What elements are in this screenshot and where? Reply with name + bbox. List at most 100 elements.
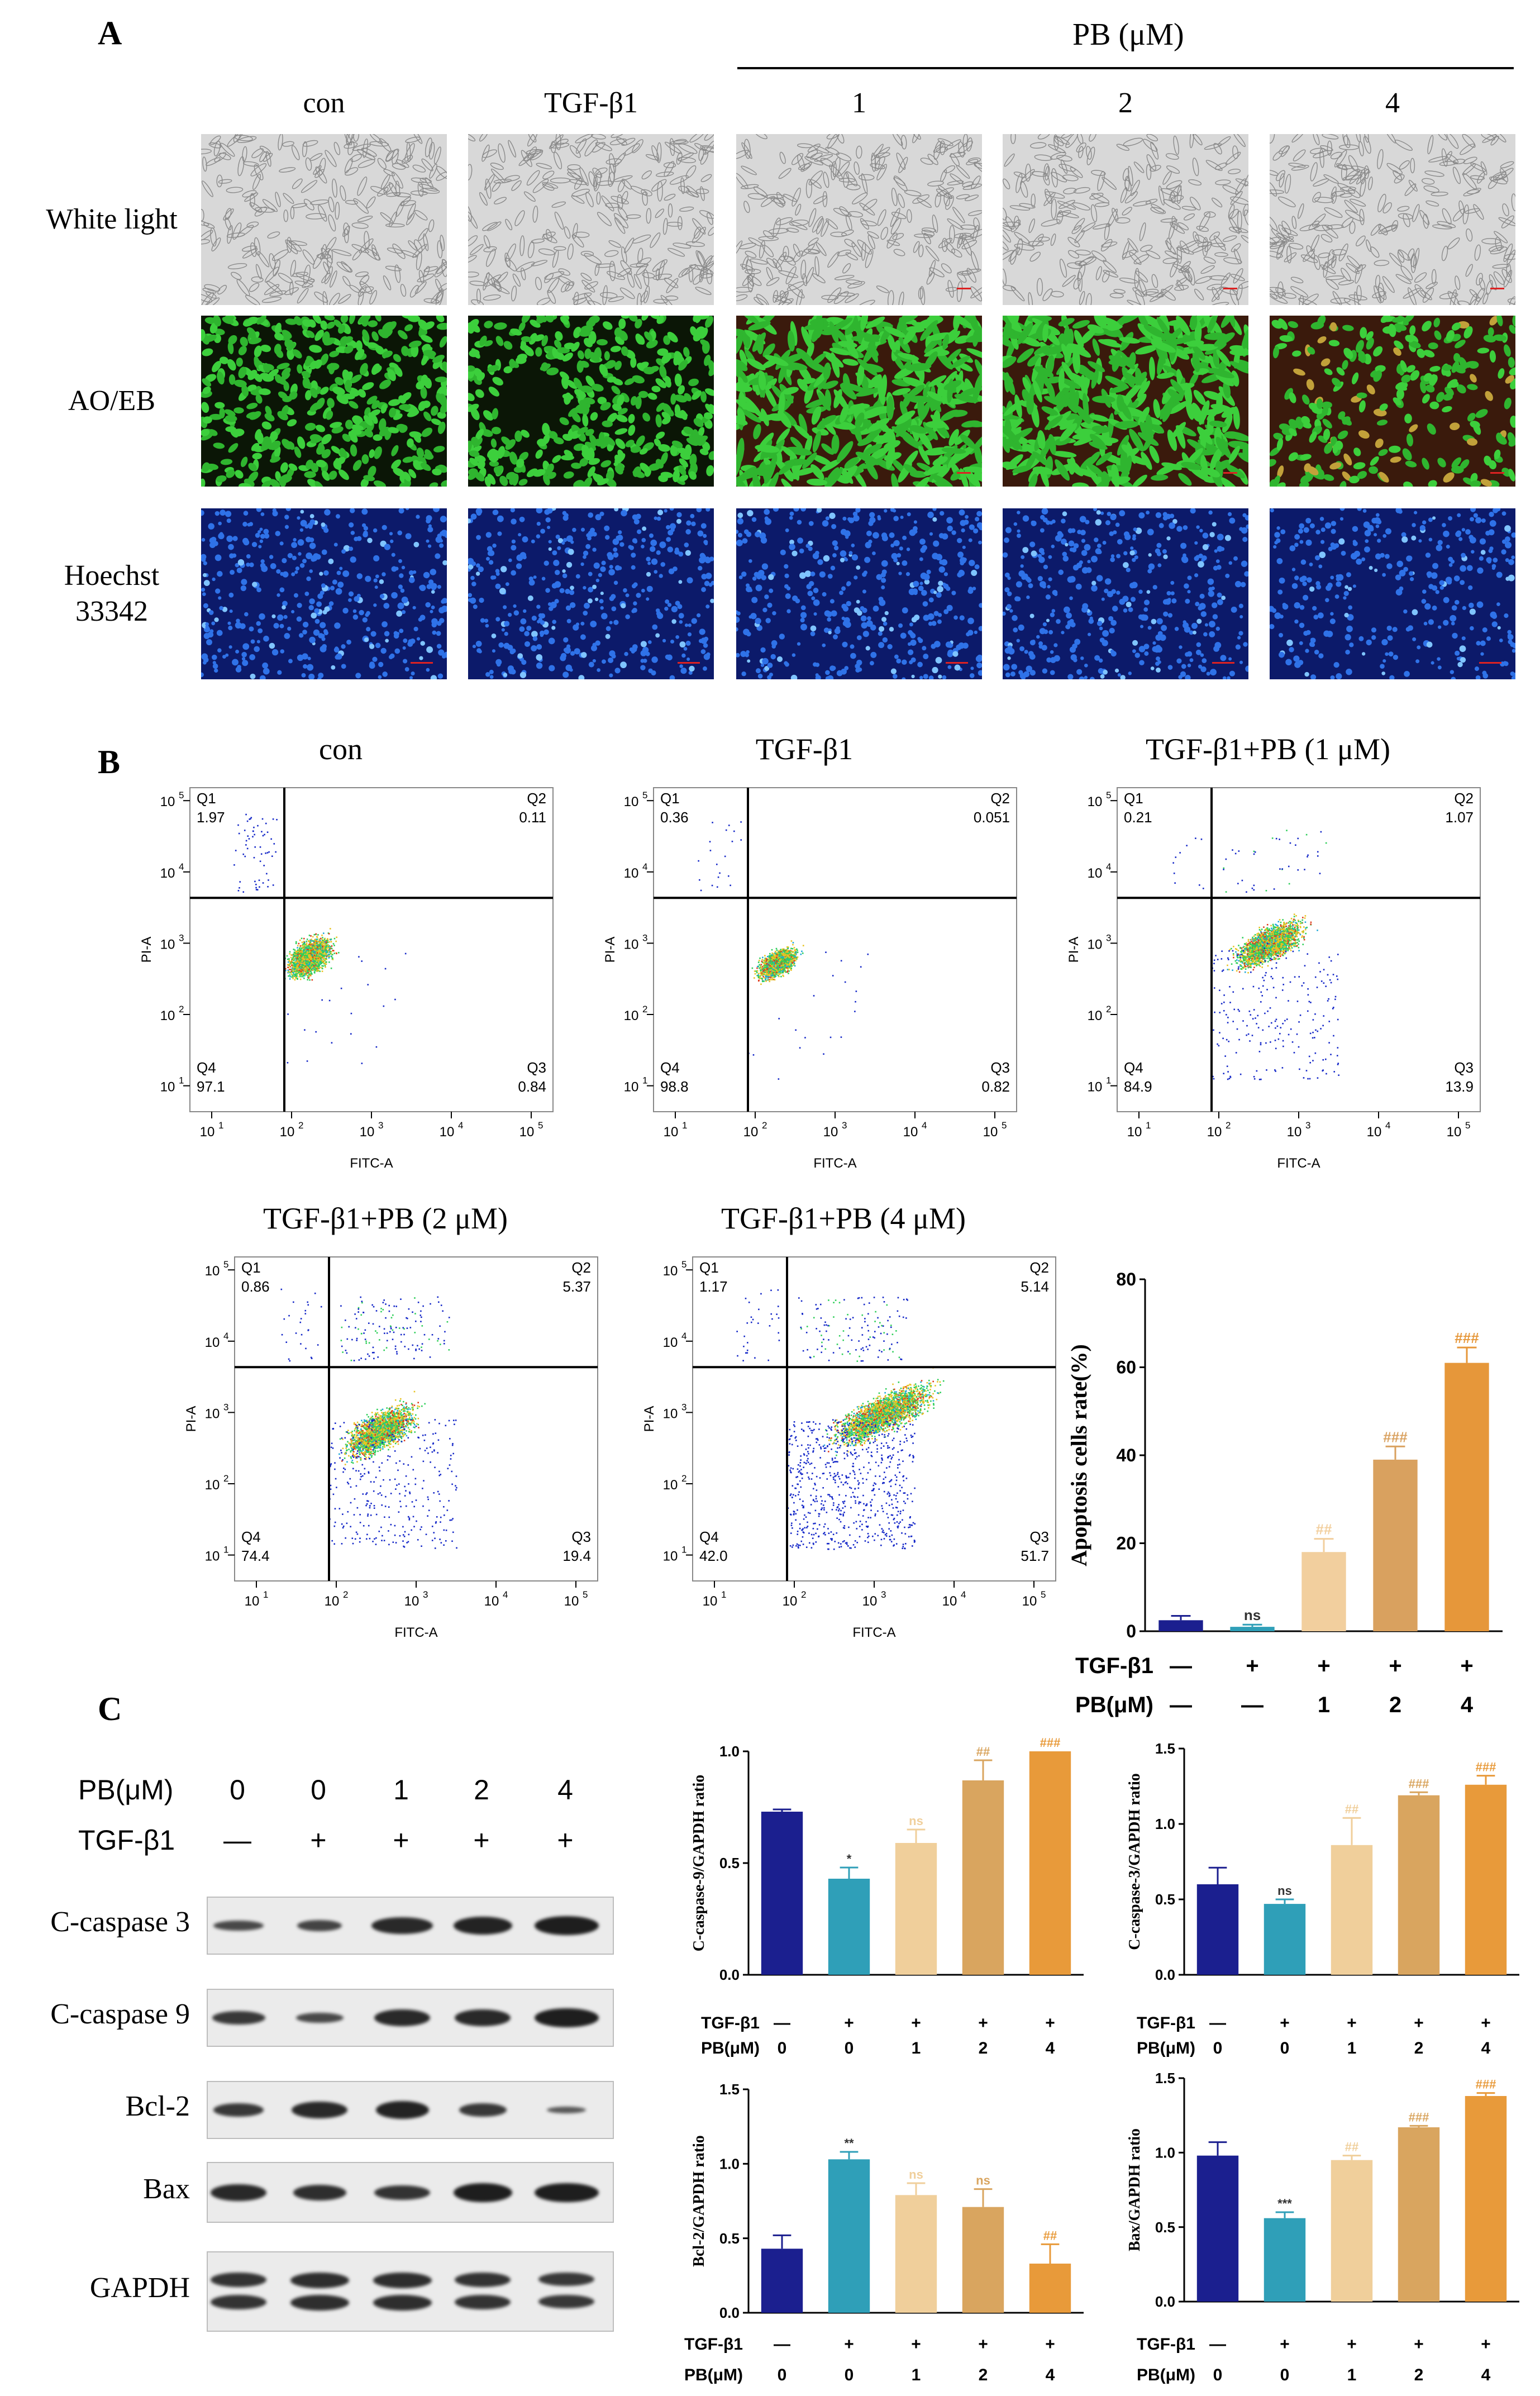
bar	[828, 2159, 870, 2313]
wb-tgf-label: TGF-β1	[78, 1825, 175, 1856]
casp9-cond-tgf-val: +	[844, 2014, 854, 2032]
y-tick-label: 1.5	[1155, 1740, 1175, 1757]
wb-row-label: GAPDH	[89, 2272, 190, 2304]
micro-hoechst-4	[1270, 508, 1515, 679]
wb-strip-4	[207, 2251, 614, 2332]
wb-pb-value: 2	[474, 1774, 489, 1806]
bcl2-cond-pb-val: 0	[777, 2366, 787, 2384]
panel-c-letter: C	[98, 1690, 122, 1727]
significance-annotation: ###	[1409, 2110, 1429, 2124]
flow-plot-title: TGF-β1+PB (2 μM)	[263, 1202, 508, 1235]
wb-pb-value: 4	[557, 1774, 573, 1806]
y-tick-label: 0.0	[1155, 2293, 1175, 2310]
y-tick-label: 0.0	[1155, 1966, 1175, 1983]
bcl2-cond-tgf-val: —	[774, 2335, 790, 2354]
wb-strip-2	[207, 2081, 614, 2139]
wb-tgf-value: +	[557, 1825, 574, 1856]
flow-plot-area	[1172, 830, 1339, 1080]
flow-plot-title: con	[319, 732, 363, 766]
apoptosis-cond-pb-val: —	[1170, 1693, 1192, 1717]
significance-annotation: ns	[1244, 1607, 1261, 1623]
bar	[1029, 1751, 1071, 1975]
micro-hoechst-0	[201, 508, 447, 679]
apoptosis-cond-pb-label: PB(μM)	[1075, 1693, 1153, 1717]
wb-band	[375, 2101, 429, 2119]
flow-plot-area	[280, 1288, 457, 1549]
wb-row-label: C-caspase 3	[50, 1906, 190, 1938]
y-tick-label: 0.0	[719, 1966, 740, 1983]
y-axis-label: Bax/GAPDH ratio	[1126, 2128, 1143, 2251]
micro-hoechst-3	[1003, 508, 1248, 679]
y-tick-label: 40	[1116, 1445, 1136, 1465]
bax-cond-tgf-val: +	[1414, 2335, 1424, 2354]
bcl2-cond-pb-val: 1	[911, 2366, 921, 2384]
bar	[1398, 2127, 1440, 2302]
bar	[1264, 1904, 1306, 1975]
wb-strip-0	[207, 1897, 614, 1955]
wb-band	[211, 2184, 266, 2201]
bcl2-cond-tgf-val: +	[1045, 2335, 1055, 2354]
bar	[962, 1780, 1004, 1975]
significance-annotation: *	[847, 1852, 852, 1866]
wb-band	[534, 2008, 599, 2027]
flow-plot-area	[736, 1289, 945, 1550]
flow-plot-area	[233, 813, 407, 1064]
micro-hoechst-2	[736, 508, 982, 679]
wb-band	[212, 2011, 265, 2025]
bax-cond-pb-val: 2	[1414, 2366, 1424, 2384]
bar	[761, 1812, 803, 1975]
flow-plot-area	[698, 821, 869, 1080]
wb-band	[547, 2107, 586, 2113]
significance-annotation: **	[844, 2136, 854, 2150]
bar	[1398, 1795, 1440, 1975]
bax-cond-tgf-val: +	[1347, 2335, 1357, 2354]
bax-cond-pb-val: 4	[1481, 2366, 1491, 2384]
row-label-line: Hoechst	[64, 560, 160, 592]
significance-annotation: ***	[1277, 2197, 1292, 2211]
panel-b-letter: B	[98, 744, 121, 780]
wb-band	[290, 2273, 349, 2288]
apoptosis-cond-tgf-label: TGF-β1	[1075, 1654, 1153, 1678]
wb-band	[534, 1916, 599, 1935]
bar	[1373, 1459, 1418, 1631]
wb-band	[213, 1921, 264, 1931]
casp9-cond-pb-val: 0	[777, 2039, 787, 2057]
casp9-cond-pb-val: 2	[978, 2039, 988, 2057]
casp3-cond-pb-val: 1	[1347, 2039, 1357, 2057]
apoptosis-cond-pb-val: 2	[1389, 1693, 1402, 1717]
significance-annotation: ##	[1345, 2140, 1358, 2154]
bar	[1230, 1627, 1275, 1631]
flow-plot-2: TGF-β1+PB (1 μM) Q1 0.21 Q2 1.07 Q4 84.9 Q3 13.9…	[1039, 732, 1497, 1223]
bax-cond-tgf-val: +	[1280, 2335, 1290, 2354]
casp3-cond-tgf-val: +	[1481, 2014, 1491, 2032]
casp9-cond-tgf-val: +	[911, 2014, 921, 2032]
bcl2-bar-chart: 0.0 0.5 1.0 1.5 Bcl-2/GAPDH ratio ** ns ns ##	[690, 2081, 1084, 2321]
casp3-cond-pb-val: 4	[1481, 2039, 1491, 2057]
row-label-line: AO/EB	[68, 385, 155, 417]
wb-band	[297, 1920, 342, 1931]
casp3-cond-tgf-val: +	[1280, 2014, 1290, 2032]
bcl2-cond-tgf-val: +	[844, 2335, 854, 2354]
bar	[895, 1843, 937, 1975]
micro-white-light-2	[736, 134, 982, 305]
bax-cond-tgf-val: —	[1209, 2335, 1226, 2354]
casp9-cond-pb-val: 1	[911, 2039, 921, 2057]
column-label-0: con	[303, 87, 345, 119]
panel-a-letter: A	[98, 15, 122, 51]
significance-annotation: ###	[1455, 1330, 1479, 1346]
flow-plot-4: TGF-β1+PB (4 μM) Q1 1.17 Q2 5.14 Q4 42.0 Q3 51.7…	[614, 1201, 1072, 1693]
apoptosis-cond-pb-val: 1	[1317, 1693, 1331, 1717]
bar	[895, 2195, 937, 2313]
apoptosis-cond-tgf-val: +	[1389, 1654, 1402, 1678]
casp9-cond-tgf-val: +	[978, 2014, 988, 2032]
apoptosis-cond-tgf-val: +	[1246, 1654, 1259, 1678]
casp3-bar-chart: 0.00.51.01.5C-caspase-3/GAPDH ratio ns###…	[1126, 1740, 1519, 1983]
apoptosis-cond-tgf-val: +	[1460, 1654, 1474, 1678]
row-label-hoechst: Hoechst 33342	[20, 558, 204, 630]
y-axis-label: Bcl-2/GAPDH ratio	[690, 2135, 708, 2267]
micro-ao-eb-4	[1270, 316, 1515, 487]
y-tick-label: 0.5	[1155, 1891, 1175, 1908]
y-tick-label: 80	[1116, 1269, 1136, 1289]
pb-concentration-header: PB (μM)	[1072, 17, 1184, 52]
